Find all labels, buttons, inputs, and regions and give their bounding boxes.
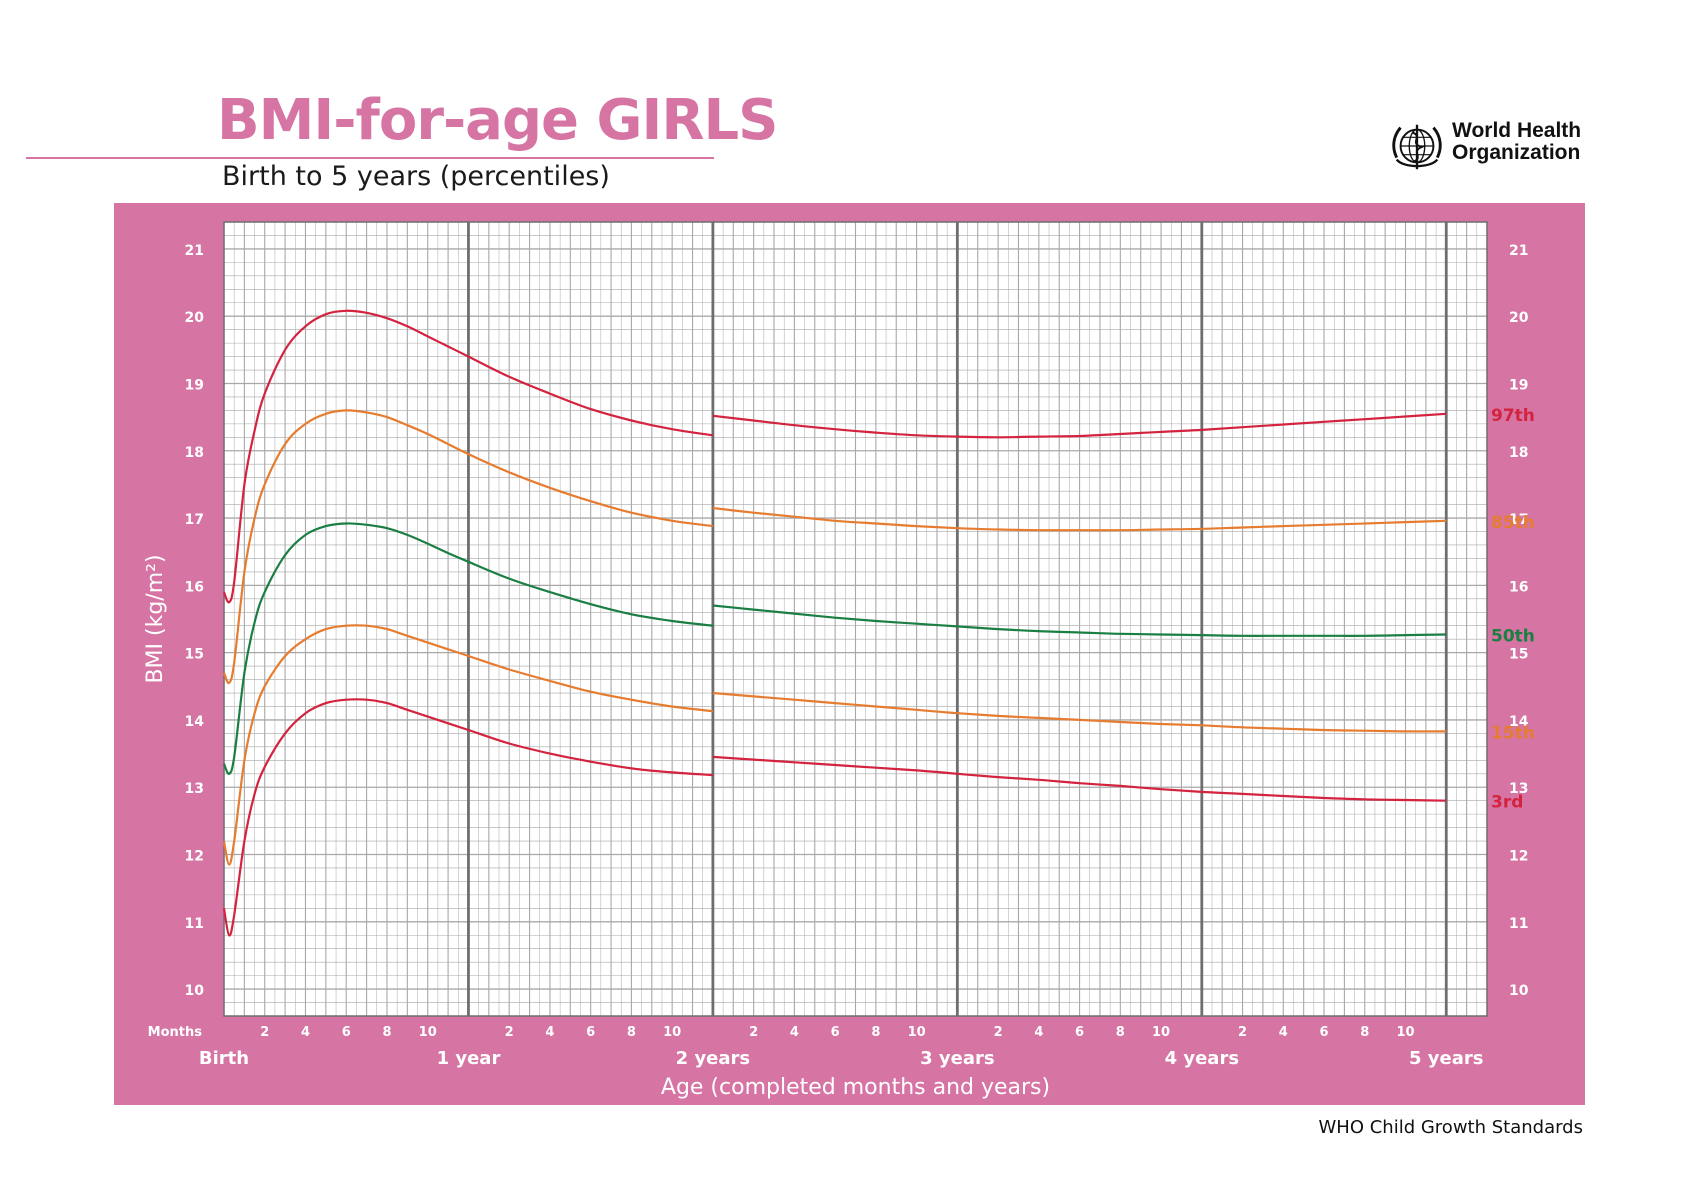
x-month-tick-label: 6	[1075, 1025, 1084, 1040]
x-month-tick-label: 4	[301, 1025, 310, 1040]
who-emblem-icon	[1392, 124, 1442, 170]
series-label-15th: 15th	[1491, 723, 1535, 743]
y-tick-label-right: 16	[1509, 579, 1528, 595]
x-month-tick-label: 10	[663, 1025, 681, 1040]
x-month-tick-label: 6	[586, 1025, 595, 1040]
x-month-tick-label: 8	[382, 1025, 391, 1040]
bmi-chart: 10 10 11 11 12 12 13 13 14 14 15 15 16 16 17 17 18 18 19 19…	[143, 221, 1535, 1100]
x-month-tick-label: 8	[871, 1025, 880, 1040]
x-month-tick-label: 10	[908, 1025, 926, 1040]
series-3rd	[222, 698, 1447, 937]
who-name-line1: World Health	[1452, 119, 1582, 142]
x-month-tick-label: 6	[342, 1025, 351, 1040]
percentile-line-85th	[222, 409, 714, 685]
y-tick-label-left: 11	[185, 916, 204, 932]
percentile-line-97th	[222, 309, 714, 604]
who-logo: World Health Organization	[1388, 117, 1598, 173]
y-tick-label-left: 17	[185, 512, 204, 528]
x-month-tick-label: 4	[790, 1025, 799, 1040]
grid-lines	[223, 221, 1488, 1017]
x-month-tick-label: 4	[1034, 1025, 1043, 1040]
x-month-tick-label: 8	[627, 1025, 636, 1040]
x-month-tick-label: 4	[1279, 1025, 1288, 1040]
y-tick-label-left: 13	[185, 781, 204, 797]
x-month-tick-label: 2	[505, 1025, 514, 1040]
y-tick-label-right: 14	[1509, 714, 1529, 730]
y-tick-label-left: 21	[185, 243, 204, 259]
x-year-label: 4 years	[1165, 1048, 1239, 1069]
y-tick-label-right: 17	[1509, 512, 1528, 528]
y-tick-label-left: 15	[185, 647, 204, 663]
y-tick-label-left: 18	[185, 445, 204, 461]
series-label-50th: 50th	[1491, 626, 1535, 646]
x-month-tick-label: 6	[831, 1025, 840, 1040]
chart-subtitle: Birth to 5 years (percentiles)	[222, 161, 610, 192]
x-month-tick-label: 10	[1152, 1025, 1170, 1040]
x-month-tick-label: 2	[749, 1025, 758, 1040]
x-year-label: 1 year	[437, 1048, 501, 1069]
y-tick-label-right: 13	[1509, 781, 1528, 797]
series-85th	[222, 409, 1447, 685]
percentile-line-97th	[712, 412, 1447, 439]
x-year-label: 3 years	[920, 1048, 994, 1069]
y-tick-label-right: 12	[1509, 849, 1528, 865]
series-label-97th: 97th	[1491, 406, 1535, 426]
percentile-line-50th	[222, 522, 714, 775]
x-year-label: Birth	[199, 1048, 249, 1069]
y-tick-label-right: 21	[1509, 243, 1528, 259]
x-year-label: 5 years	[1409, 1048, 1483, 1069]
percentile-line-15th	[222, 624, 714, 866]
y-tick-label-right: 19	[1509, 377, 1528, 393]
chart-panel: 10 10 11 11 12 12 13 13 14 14 15 15 16 16 17 17 18 18 19 19…	[114, 203, 1585, 1105]
y-tick-label-left: 19	[185, 377, 204, 393]
series-label-85th: 85th	[1491, 513, 1535, 533]
x-month-tick-label: 4	[545, 1025, 554, 1040]
series-50th	[222, 522, 1447, 775]
plot-border	[223, 221, 1488, 1017]
chart-title: BMI-for-age GIRLS	[217, 88, 778, 153]
series-label-3rd: 3rd	[1491, 793, 1523, 813]
x-axis-title: Age (completed months and years)	[661, 1075, 1050, 1100]
y-tick-label-left: 16	[185, 579, 204, 595]
percentile-line-3rd	[222, 698, 713, 937]
percentile-line-85th	[712, 506, 1447, 532]
y-tick-label-right: 20	[1509, 310, 1529, 326]
percentile-line-15th	[712, 691, 1447, 733]
series-97th	[222, 309, 1447, 604]
y-tick-label-right: 11	[1509, 916, 1528, 932]
x-month-tick-label: 2	[260, 1025, 269, 1040]
who-name: World Health Organization	[1452, 120, 1581, 164]
y-tick-label-left: 20	[185, 310, 205, 326]
y-tick-label-left: 14	[185, 714, 205, 730]
percentile-line-50th	[712, 604, 1447, 637]
x-month-tick-label: 6	[1320, 1025, 1329, 1040]
footer-text: WHO Child Growth Standards	[1318, 1117, 1584, 1138]
title-divider	[26, 157, 714, 159]
y-tick-label-right: 15	[1509, 647, 1528, 663]
x-month-tick-label: 8	[1116, 1025, 1125, 1040]
x-month-tick-label: 10	[419, 1025, 437, 1040]
who-name-line2: Organization	[1452, 141, 1581, 164]
percentile-line-3rd	[712, 755, 1447, 802]
y-tick-label-right: 18	[1509, 445, 1528, 461]
series-15th	[222, 624, 1447, 866]
x-year-label: 2 years	[676, 1048, 750, 1069]
y-tick-label-left: 12	[185, 849, 204, 865]
x-month-tick-label: 2	[994, 1025, 1003, 1040]
x-month-tick-label: 8	[1360, 1025, 1369, 1040]
y-tick-label-left: 10	[185, 983, 205, 999]
x-month-tick-label: 10	[1396, 1025, 1414, 1040]
months-label: Months	[148, 1025, 203, 1040]
y-axis-title: BMI (kg/m²)	[143, 554, 168, 683]
y-tick-label-right: 10	[1509, 983, 1529, 999]
x-month-tick-label: 2	[1238, 1025, 1247, 1040]
